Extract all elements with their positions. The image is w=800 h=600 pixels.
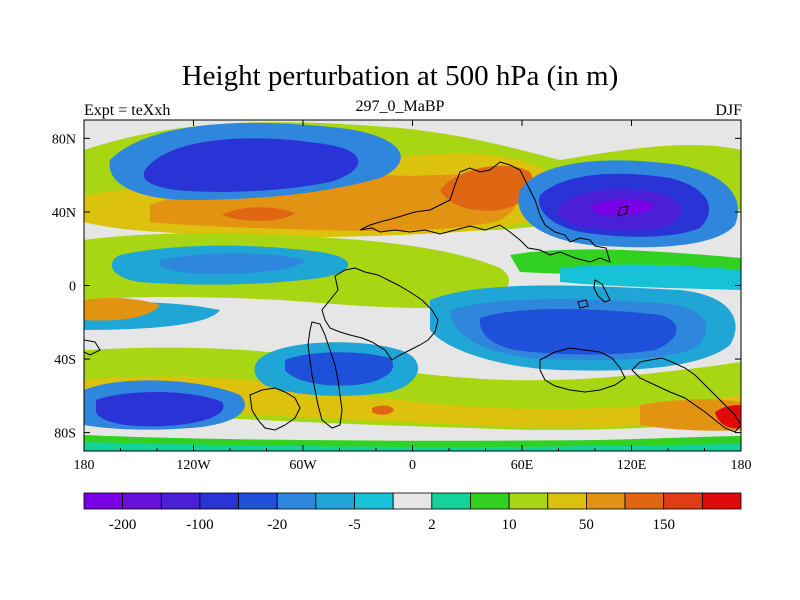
southern-ocean-trough-core: [96, 391, 224, 427]
south-yellow-band: [84, 376, 741, 428]
south-indian-trough-core: [479, 309, 677, 355]
colorbar-swatch: [508, 492, 549, 510]
colorbar-label: 10: [502, 517, 517, 533]
colorbar-label: -20: [267, 517, 287, 533]
y-tick-label: 80S: [54, 427, 76, 442]
x-tick-label: 180: [731, 458, 752, 473]
colorbar-label: -200: [109, 517, 137, 533]
north-pacific-trough-core: [143, 138, 359, 192]
south-ridge-small: [372, 405, 394, 415]
colorbar-swatch: [431, 492, 471, 510]
x-tick-label: 60W: [289, 458, 317, 473]
south-ridge-east: [640, 399, 741, 431]
y-tick-label: 40S: [54, 353, 76, 368]
contour-field: [84, 120, 741, 451]
x-tick-label: 120W: [176, 458, 211, 473]
x-tick-label: 60E: [511, 458, 534, 473]
y-tick-label: 40N: [52, 206, 76, 221]
south-ridge-west: [84, 297, 160, 321]
tropical-pacific-core: [159, 253, 305, 275]
colorbar-swatch: [238, 492, 278, 510]
colorbar-swatch: [354, 492, 394, 510]
colorbar-label: -100: [186, 517, 214, 533]
continent-outlines: [84, 161, 741, 433]
colorbar-swatch: [276, 492, 317, 510]
colorbar-swatch: [392, 492, 433, 510]
north-red-core-west: [222, 207, 295, 221]
colorbar-label: -5: [348, 517, 361, 533]
south-ridge-east-core: [715, 405, 741, 429]
colorbar-swatch: [663, 492, 703, 510]
x-tick-label: 120E: [617, 458, 647, 473]
tropical-cyan-east: [560, 264, 741, 290]
colorbar-label: 2: [428, 517, 436, 533]
colorbar-swatch: [199, 492, 239, 510]
colorbar-swatch: [83, 492, 124, 510]
colorbar: -200 -100 -20 -5 2 10 50 150: [83, 492, 742, 533]
colorbar-swatch: [586, 492, 626, 510]
x-tick-label: 180: [74, 458, 95, 473]
colorbar-label: 150: [652, 517, 675, 533]
colorbar-swatch: [624, 492, 665, 510]
colorbar-swatch: [470, 492, 510, 510]
period-label: 297_0_MaBP: [355, 98, 445, 115]
polar-fringe-inner: [84, 442, 741, 451]
colorbar-label: 50: [579, 517, 594, 533]
y-tick-label: 80N: [52, 132, 76, 147]
north-red-core-east: [440, 165, 534, 211]
chart-title: Height perturbation at 500 hPa (in m): [181, 60, 619, 92]
axis-labels: 180 120W 60W 0 60E 120E 180 80N 40N 0 40S 80S: [52, 132, 752, 473]
plot-frame: [83, 119, 742, 452]
colorbar-swatch: [701, 492, 742, 510]
season-label: DJF: [715, 102, 742, 119]
experiment-label: Expt = teXxh: [84, 102, 171, 119]
y-tick-label: 0: [69, 280, 76, 295]
colorbar-swatch: [315, 492, 355, 510]
colorbar-swatch: [122, 492, 162, 510]
colorbar-swatch: [547, 492, 587, 510]
colorbar-swatch: [160, 492, 201, 510]
x-tick-label: 0: [409, 458, 416, 473]
